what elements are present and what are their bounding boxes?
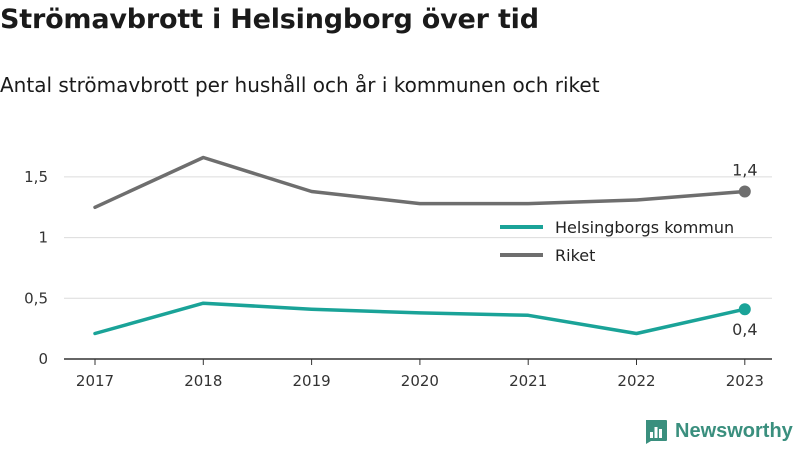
newsworthy-logo-icon [646, 420, 667, 444]
x-tick-label: 2020 [401, 372, 439, 390]
legend-label: Riket [555, 246, 595, 265]
legend-label: Helsingborgs kommun [555, 218, 734, 237]
series-end-point [738, 185, 751, 198]
brand-name: Newsworthy [675, 419, 793, 442]
y-tick-label: 0,5 [24, 289, 48, 307]
x-tick-label: 2017 [76, 372, 114, 390]
chart-subtitle: Antal strömavbrott per hushåll och år i … [0, 73, 600, 97]
brand: Newsworthy [643, 418, 793, 444]
y-tick-label: 1,5 [24, 168, 48, 186]
x-tick-label: 2021 [509, 372, 547, 390]
series-line-helsingborg [93, 301, 747, 336]
y-tick-label: 1 [38, 229, 48, 247]
x-tick-label: 2023 [726, 372, 764, 390]
series-line-riket [93, 155, 747, 210]
end-value-label: 1,4 [732, 160, 757, 179]
series-end-point [738, 303, 751, 316]
x-tick-label: 2022 [617, 372, 655, 390]
x-tick-label: 2018 [184, 372, 222, 390]
end-value-label: 0,4 [732, 320, 757, 339]
y-tick-label: 0 [38, 350, 48, 368]
chart-title: Strömavbrott i Helsingborg över tid [0, 4, 539, 35]
x-tick-label: 2019 [293, 372, 331, 390]
